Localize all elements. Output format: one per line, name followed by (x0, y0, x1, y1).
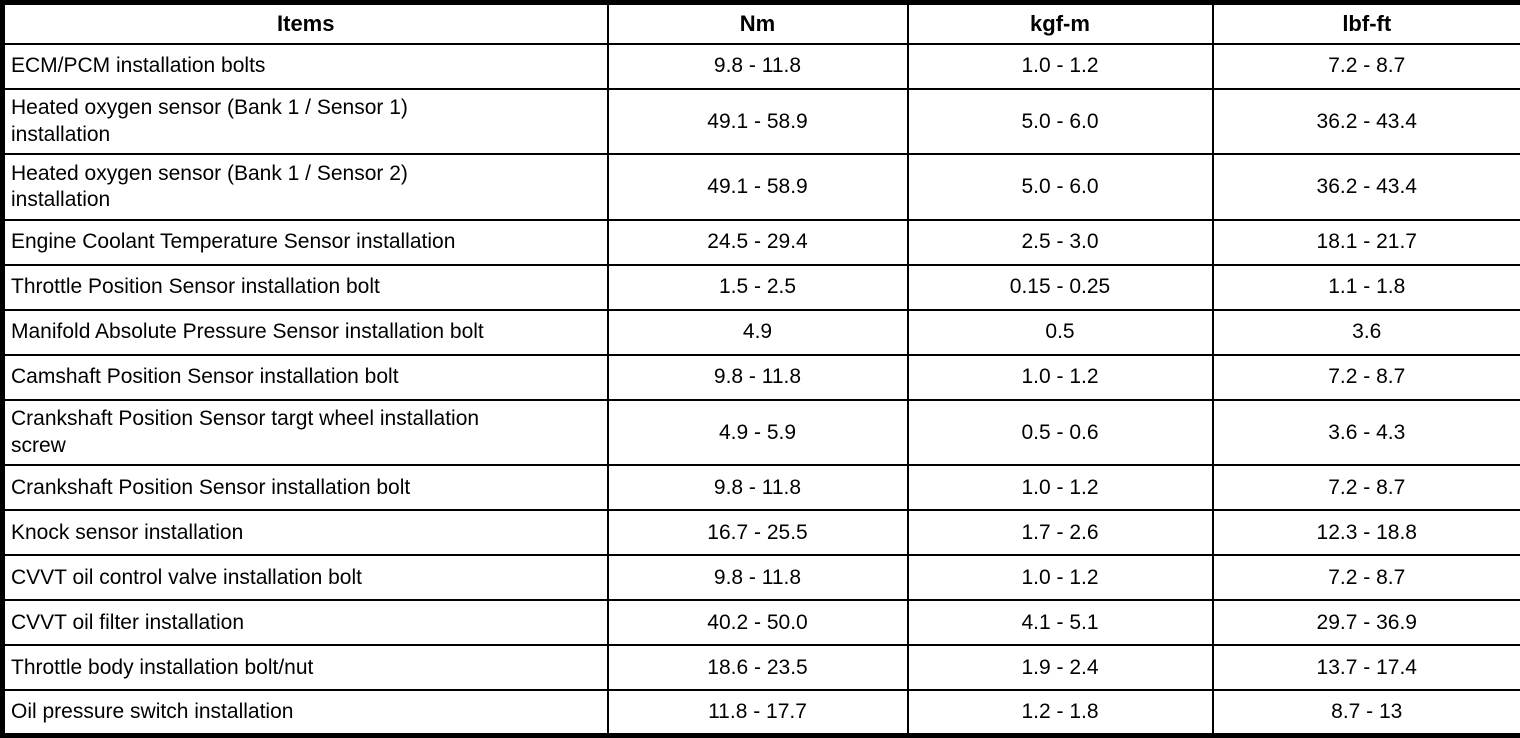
value-cell: 13.7 - 17.4 (1211, 644, 1520, 692)
table-row: CVVT oil control valve installation bolt… (1, 554, 1520, 602)
value-cell: 8.7 - 13 (1211, 689, 1520, 737)
value-cell: 4.9 - 5.9 (606, 398, 909, 467)
item-cell: Oil pressure switch installation (1, 689, 609, 737)
item-cell: CVVT oil filter installation (1, 599, 609, 647)
value-cell: 1.9 - 2.4 (906, 644, 1214, 692)
value-cell: 4.1 - 5.1 (906, 599, 1214, 647)
value-cell: 24.5 - 29.4 (606, 218, 909, 266)
value-cell: 7.2 - 8.7 (1211, 353, 1520, 401)
header-row: Items Nm kgf-m lbf-ft (1, 1, 1520, 45)
value-cell: 7.2 - 8.7 (1211, 42, 1520, 91)
table-row: Manifold Absolute Pressure Sensor instal… (1, 308, 1520, 356)
table-row: Knock sensor installation 16.7 - 25.5 1.7 … (1, 509, 1520, 557)
value-cell: 1.0 - 1.2 (906, 554, 1214, 602)
table-row: Crankshaft Position Sensor targt wheel i… (1, 398, 1520, 467)
item-cell: Crankshaft Position Sensor installation … (1, 464, 609, 512)
value-cell: 16.7 - 25.5 (606, 509, 909, 557)
col-header-kgfm: kgf-m (906, 1, 1214, 45)
value-cell: 0.5 (906, 308, 1214, 356)
item-cell: Camshaft Position Sensor installation bo… (1, 353, 609, 401)
value-cell: 18.6 - 23.5 (606, 644, 909, 692)
value-cell: 1.5 - 2.5 (606, 263, 909, 311)
value-cell: 4.9 (606, 308, 909, 356)
item-cell: Crankshaft Position Sensor targt wheel i… (1, 398, 609, 467)
value-cell: 0.5 - 0.6 (906, 398, 1214, 467)
item-cell: ECM/PCM installation bolts (1, 42, 609, 91)
col-header-items: Items (1, 1, 609, 45)
value-cell: 36.2 - 43.4 (1211, 153, 1520, 221)
item-cell: Throttle Position Sensor installation bo… (1, 263, 609, 311)
value-cell: 9.8 - 11.8 (606, 464, 909, 512)
value-cell: 36.2 - 43.4 (1211, 88, 1520, 156)
table-row: Crankshaft Position Sensor installation … (1, 464, 1520, 512)
table-row: Heated oxygen sensor (Bank 1 / Sensor 2)… (1, 153, 1520, 221)
value-cell: 3.6 - 4.3 (1211, 398, 1520, 467)
value-cell: 7.2 - 8.7 (1211, 464, 1520, 512)
table-body: ECM/PCM installation bolts 9.8 - 11.8 1.0 … (1, 42, 1520, 737)
table-row: Throttle Position Sensor installation bo… (1, 263, 1520, 311)
item-cell: Knock sensor installation (1, 509, 609, 557)
value-cell: 1.2 - 1.8 (906, 689, 1214, 737)
value-cell: 40.2 - 50.0 (606, 599, 909, 647)
value-cell: 5.0 - 6.0 (906, 153, 1214, 221)
value-cell: 1.0 - 1.2 (906, 353, 1214, 401)
value-cell: 0.15 - 0.25 (906, 263, 1214, 311)
table-row: Camshaft Position Sensor installation bo… (1, 353, 1520, 401)
value-cell: 18.1 - 21.7 (1211, 218, 1520, 266)
col-header-lbfft: lbf-ft (1211, 1, 1520, 45)
table-row: Heated oxygen sensor (Bank 1 / Sensor 1)… (1, 88, 1520, 156)
value-cell: 1.1 - 1.8 (1211, 263, 1520, 311)
value-cell: 5.0 - 6.0 (906, 88, 1214, 156)
value-cell: 1.0 - 1.2 (906, 464, 1214, 512)
value-cell: 9.8 - 11.8 (606, 353, 909, 401)
item-cell: Engine Coolant Temperature Sensor instal… (1, 218, 609, 266)
value-cell: 11.8 - 17.7 (606, 689, 909, 737)
value-cell: 49.1 - 58.9 (606, 88, 909, 156)
item-cell: Manifold Absolute Pressure Sensor instal… (1, 308, 609, 356)
item-cell: Heated oxygen sensor (Bank 1 / Sensor 1)… (1, 88, 609, 156)
value-cell: 12.3 - 18.8 (1211, 509, 1520, 557)
table-row: Oil pressure switch installation 11.8 - 1… (1, 689, 1520, 737)
table-row: Throttle body installation bolt/nut 18.6 … (1, 644, 1520, 692)
value-cell: 9.8 - 11.8 (606, 42, 909, 91)
value-cell: 3.6 (1211, 308, 1520, 356)
item-cell: Heated oxygen sensor (Bank 1 / Sensor 2)… (1, 153, 609, 221)
table-row: Engine Coolant Temperature Sensor instal… (1, 218, 1520, 266)
value-cell: 2.5 - 3.0 (906, 218, 1214, 266)
value-cell: 49.1 - 58.9 (606, 153, 909, 221)
value-cell: 1.7 - 2.6 (906, 509, 1214, 557)
value-cell: 1.0 - 1.2 (906, 42, 1214, 91)
col-header-nm: Nm (606, 1, 909, 45)
item-cell: CVVT oil control valve installation bolt (1, 554, 609, 602)
table-row: CVVT oil filter installation 40.2 - 50.0 4… (1, 599, 1520, 647)
value-cell: 9.8 - 11.8 (606, 554, 909, 602)
value-cell: 7.2 - 8.7 (1211, 554, 1520, 602)
item-cell: Throttle body installation bolt/nut (1, 644, 609, 692)
table-row: ECM/PCM installation bolts 9.8 - 11.8 1.0 … (1, 42, 1520, 91)
value-cell: 29.7 - 36.9 (1211, 599, 1520, 647)
